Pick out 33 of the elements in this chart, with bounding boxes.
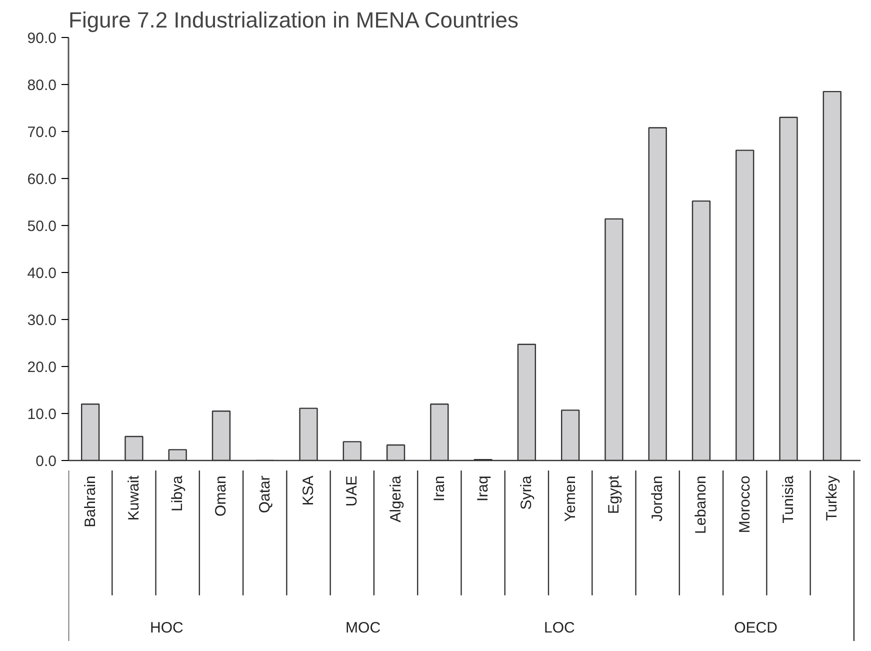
x-tick-label: Jordan	[649, 476, 666, 522]
x-tick-label: Morocco	[736, 476, 754, 534]
x-tick-label: Turkey	[824, 475, 841, 521]
y-tick-label: 70.0	[27, 124, 57, 141]
x-tick-label: Kuwait	[125, 474, 142, 521]
y-tick-label: 90.0	[27, 30, 57, 47]
x-tick-label: Tunisia	[780, 474, 797, 524]
x-tick-label: Algeria	[387, 474, 404, 522]
y-tick-label: 0.0	[36, 453, 57, 470]
x-tick-label: Bahrain	[82, 476, 99, 528]
y-tick-label: 80.0	[27, 77, 57, 94]
x-tick-label: Egypt	[605, 474, 622, 514]
x-tick-label: Syria	[518, 474, 536, 510]
x-tick-label: Iran	[430, 476, 448, 502]
x-tick-label: UAE	[344, 476, 361, 506]
y-tick-label: 60.0	[27, 171, 57, 188]
y-tick-label: 40.0	[27, 265, 57, 282]
x-tick-label: Oman	[212, 476, 230, 516]
chart-title: Figure 7.2 Industrialization in MENA Countries	[68, 8, 518, 32]
y-tick-label: 20.0	[27, 359, 57, 376]
x-tick-label: Libya	[169, 474, 186, 512]
y-tick-label: 30.0	[27, 312, 57, 329]
y-tick-label: 10.0	[27, 406, 57, 423]
y-tick-label: 50.0	[27, 218, 57, 235]
x-tick-label: Yemen	[562, 476, 579, 522]
text: LOC	[544, 619, 575, 636]
text: OECD	[734, 619, 778, 636]
x-tick-label: Iraq	[474, 476, 492, 502]
x-tick-label: Lebanon	[692, 476, 710, 534]
text: HOC	[150, 619, 184, 636]
x-tick-label: KSA	[300, 476, 317, 506]
x-tick-label: Qatar	[256, 476, 274, 514]
text: MOC	[346, 619, 381, 636]
